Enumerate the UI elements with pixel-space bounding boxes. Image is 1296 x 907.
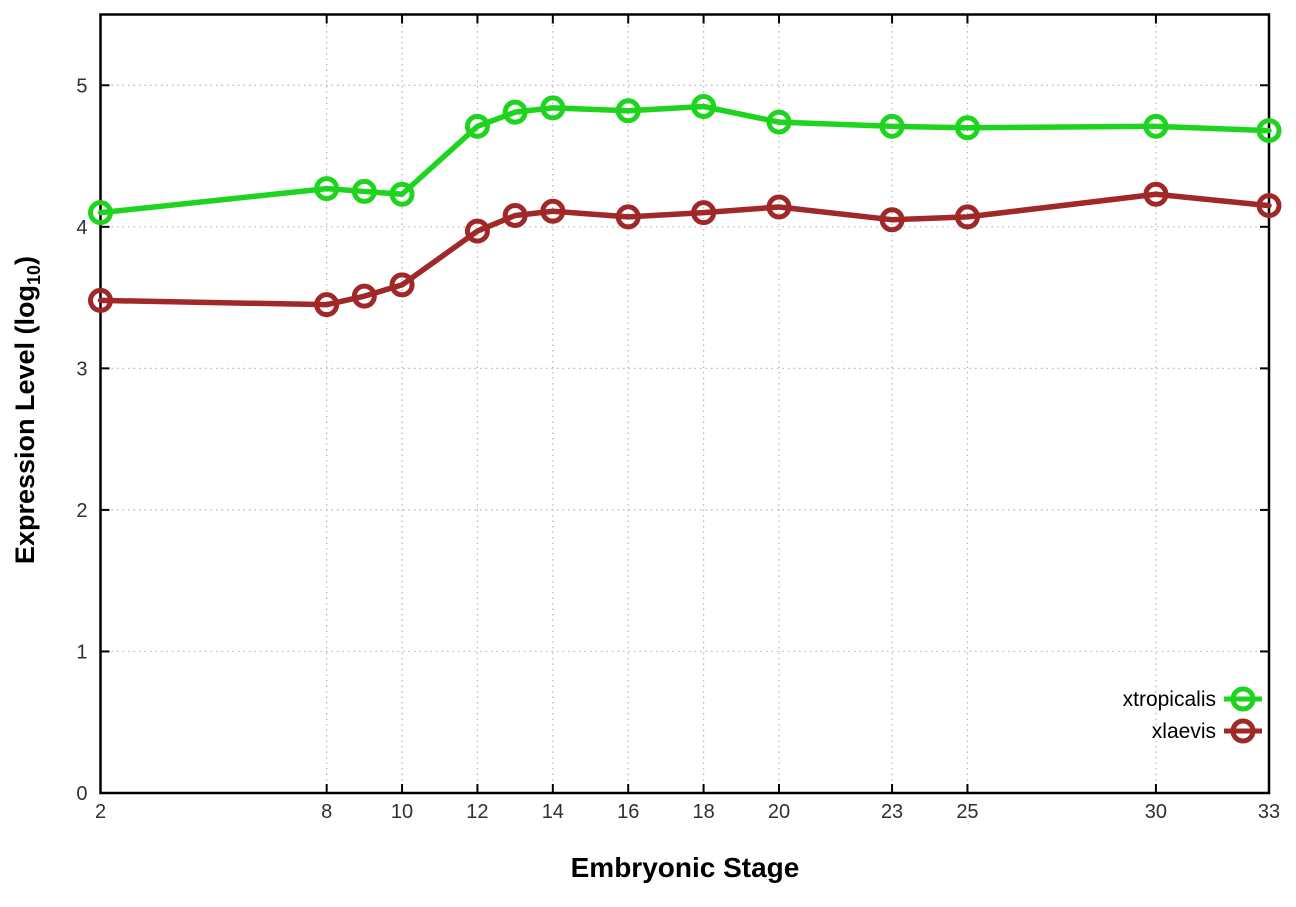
data-point-xlaevis-18: [691, 200, 717, 226]
data-point-xtropicalis-33: [1256, 118, 1282, 144]
data-point-xtropicalis-18: [691, 94, 717, 120]
data-point-xlaevis-2: [88, 287, 113, 313]
x-tick-label: 2: [95, 801, 106, 823]
x-tick-label: 8: [321, 801, 332, 823]
series-line-xlaevis: [97, 191, 1272, 308]
data-point-xtropicalis-20: [766, 109, 792, 135]
x-tick-label: 25: [956, 801, 978, 823]
data-point-xtropicalis-30: [1143, 113, 1169, 139]
x-tick-label: 30: [1145, 801, 1167, 823]
series-line-xtropicalis: [97, 103, 1272, 216]
x-tick-label: 10: [391, 801, 413, 823]
data-point-xlaevis-10: [389, 272, 415, 298]
data-point-xtropicalis-8: [314, 176, 340, 202]
data-point-xlaevis-12: [464, 218, 490, 244]
y-tick-label: 0: [76, 783, 87, 805]
data-point-xlaevis-25: [954, 204, 980, 230]
data-point-xtropicalis-2: [88, 200, 113, 226]
y-tick-label: 4: [76, 217, 87, 239]
data-point-xtropicalis-16: [615, 98, 641, 124]
data-point-xlaevis-16: [615, 204, 641, 230]
y-tick-label: 5: [76, 75, 87, 97]
data-point-xtropicalis-9: [351, 178, 377, 204]
data-point-xlaevis-33: [1256, 193, 1282, 219]
x-axis-title: Embryonic Stage: [571, 852, 800, 883]
data-point-xlaevis-23: [879, 207, 905, 233]
x-tick-label: 18: [692, 801, 714, 823]
y-tick-label: 2: [76, 500, 87, 522]
legend-marker-xlaevis: [1230, 718, 1256, 744]
y-axis-title-main: Expression Level (log: [10, 285, 40, 564]
data-point-xtropicalis-14: [540, 95, 566, 121]
plot-area: 2 8 10 12 14 16 18 20 23 25 30 33012345xtropicalisx…: [76, 13, 1282, 823]
x-tick-label: 23: [881, 801, 903, 823]
x-tick-label: 12: [466, 801, 488, 823]
legend-marker-xtropicalis: [1230, 686, 1256, 712]
y-axis-title: Expression Level (log10): [10, 256, 44, 564]
data-point-xlaevis-9: [351, 283, 377, 309]
data-point-xlaevis-8: [314, 292, 340, 318]
x-tick-label: 20: [768, 801, 790, 823]
plot-frame: [99, 13, 1271, 795]
legend-label-xtropicalis: xtropicalis: [1123, 688, 1216, 711]
data-point-xlaevis-30: [1143, 181, 1169, 207]
data-point-xtropicalis-10: [389, 181, 415, 207]
data-point-xtropicalis-23: [879, 113, 905, 139]
legend-label-xlaevis: xlaevis: [1152, 720, 1216, 743]
x-tick-label: 33: [1258, 801, 1280, 823]
x-tick-label: 16: [617, 801, 639, 823]
y-tick-label: 1: [76, 641, 87, 663]
data-point-xlaevis-13: [502, 202, 528, 228]
data-point-xlaevis-14: [540, 198, 566, 224]
y-tick-label: 3: [76, 358, 87, 380]
y-axis-title-subscript: 10: [24, 265, 44, 285]
data-point-xlaevis-20: [766, 194, 792, 220]
y-axis-title-end: ): [10, 256, 40, 265]
data-point-xtropicalis-12: [464, 113, 490, 139]
x-tick-label: 14: [542, 801, 564, 823]
data-point-xtropicalis-25: [954, 115, 980, 141]
data-point-xtropicalis-13: [502, 99, 528, 125]
